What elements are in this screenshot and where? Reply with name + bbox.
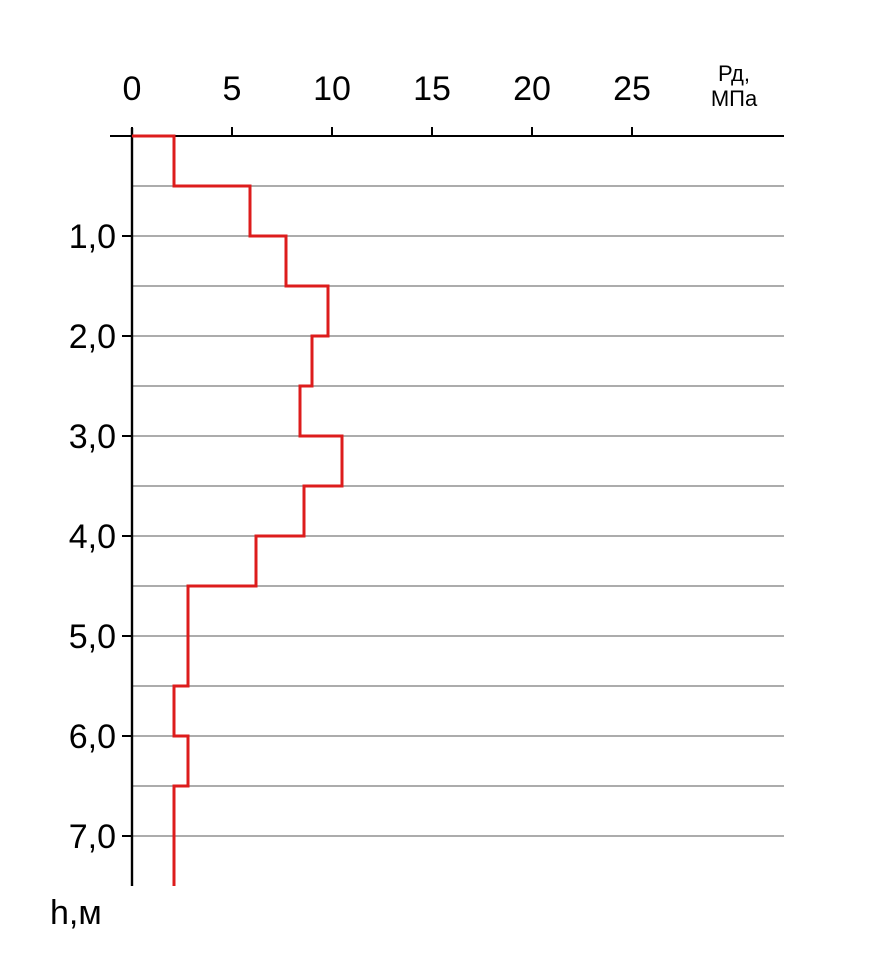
grid-lines bbox=[132, 185, 784, 837]
tick-labels: 0 5 10 15 20 25 1,0 2,0 3,0 4,0 5,0 6,0 7,0 bbox=[69, 70, 651, 856]
y-tick-label: 5,0 bbox=[69, 618, 116, 656]
x-axis-label-line2: МПа bbox=[711, 86, 758, 111]
x-tick-label: 0 bbox=[123, 70, 142, 108]
y-tick-label: 7,0 bbox=[69, 818, 116, 856]
x-tick-label: 15 bbox=[413, 70, 451, 108]
series-line bbox=[132, 134, 344, 886]
x-axis-label-line1: Рд, bbox=[718, 61, 750, 86]
axes bbox=[110, 127, 784, 886]
x-tick-label: 10 bbox=[313, 70, 351, 108]
x-tick-label: 25 bbox=[613, 70, 651, 108]
series bbox=[132, 134, 344, 886]
y-tick-label: 2,0 bbox=[69, 318, 116, 356]
x-tick-label: 20 bbox=[513, 70, 551, 108]
y-tick-label: 6,0 bbox=[69, 718, 116, 756]
y-axis-label: h,м bbox=[50, 894, 102, 932]
y-tick-label: 4,0 bbox=[69, 518, 116, 556]
y-tick-label: 3,0 bbox=[69, 418, 116, 456]
y-tick-label: 1,0 bbox=[69, 218, 116, 256]
x-tick-label: 5 bbox=[223, 70, 242, 108]
